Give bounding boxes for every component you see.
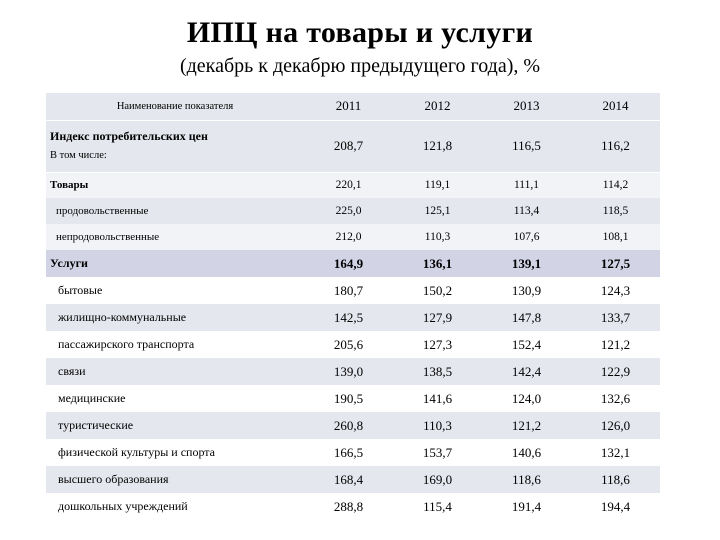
- table-cell: 220,1: [304, 172, 393, 198]
- table-cell: 132,1: [571, 439, 660, 466]
- table-cell: 116,5: [482, 120, 571, 173]
- row-label: непродовольственные: [46, 224, 304, 250]
- header-year-2012: 2012: [393, 93, 482, 121]
- table-cell: 260,8: [304, 412, 393, 439]
- row-label: пассажирского транспорта: [46, 331, 304, 358]
- table-cell: 141,6: [393, 385, 482, 412]
- table-cell: 190,5: [304, 385, 393, 412]
- table-cell: 212,0: [304, 224, 393, 250]
- table-cell: 142,4: [482, 358, 571, 385]
- table-cell: 118,6: [571, 466, 660, 493]
- table-cell: 118,5: [571, 198, 660, 224]
- table-cell: 147,8: [482, 304, 571, 331]
- row-label: туристические: [46, 412, 304, 439]
- table-cell: 142,5: [304, 304, 393, 331]
- table-cell: 180,7: [304, 277, 393, 304]
- row-label: продовольственные: [46, 198, 304, 224]
- row-label: связи: [46, 358, 304, 385]
- table-cell: 118,6: [482, 466, 571, 493]
- table-cell: 111,1: [482, 172, 571, 198]
- table-cell: 194,4: [571, 493, 660, 520]
- cpi-sub-label: В том числе:: [50, 150, 107, 161]
- table-row: непродовольственные 212,0 110,3 107,6 10…: [46, 224, 660, 250]
- table-cell: 126,0: [571, 412, 660, 439]
- table-row: бытовые 180,7 150,2 130,9 124,3: [46, 277, 660, 304]
- table-row: физической культуры и спорта 166,5 153,7…: [46, 439, 660, 466]
- table-cell: 133,7: [571, 304, 660, 331]
- row-label: физической культуры и спорта: [46, 439, 304, 466]
- table-cell: 107,6: [482, 224, 571, 250]
- table-row: Товары 220,1 119,1 111,1 114,2: [46, 172, 660, 198]
- table-row: Услуги 164,9 136,1 139,1 127,5: [46, 250, 660, 277]
- table-cell: 127,9: [393, 304, 482, 331]
- header-year-2011: 2011: [304, 93, 393, 121]
- table-cell: 139,0: [304, 358, 393, 385]
- table-header-row: Наименование показателя 2011 2012 2013 2…: [46, 93, 660, 121]
- table-cell: 225,0: [304, 198, 393, 224]
- table-cell: 125,1: [393, 198, 482, 224]
- row-label: бытовые: [46, 277, 304, 304]
- table-row-cpi: Индекс потребительских цен В том числе: …: [46, 120, 660, 173]
- row-label: жилищно-коммунальные: [46, 304, 304, 331]
- goods-rows: Товары 220,1 119,1 111,1 114,2 продоволь…: [46, 172, 660, 250]
- table-cell: 121,8: [393, 120, 482, 173]
- table-cell: 110,3: [393, 224, 482, 250]
- table-cell: 152,4: [482, 331, 571, 358]
- table-cell: 139,1: [482, 250, 571, 277]
- table-row: жилищно-коммунальные 142,5 127,9 147,8 1…: [46, 304, 660, 331]
- table-cell: 121,2: [482, 412, 571, 439]
- table-cell: 153,7: [393, 439, 482, 466]
- header-year-2013: 2013: [482, 93, 571, 121]
- row-label: медицинские: [46, 385, 304, 412]
- cpi-label: Индекс потребительских цен: [50, 129, 208, 143]
- table-row: связи 139,0 138,5 142,4 122,9: [46, 358, 660, 385]
- cpi-label-cell: Индекс потребительских цен В том числе:: [46, 120, 304, 173]
- table-row: медицинские 190,5 141,6 124,0 132,6: [46, 385, 660, 412]
- row-label: высшего образования: [46, 466, 304, 493]
- table-cell: 208,7: [304, 120, 393, 173]
- table-cell: 164,9: [304, 250, 393, 277]
- table-cell: 132,6: [571, 385, 660, 412]
- services-rows: Услуги 164,9 136,1 139,1 127,5 бытовые 1…: [46, 250, 660, 520]
- table-cell: 169,0: [393, 466, 482, 493]
- table-row: продовольственные 225,0 125,1 113,4 118,…: [46, 198, 660, 224]
- row-label: дошкольных учреждений: [46, 493, 304, 520]
- table-row: туристические 260,8 110,3 121,2 126,0: [46, 412, 660, 439]
- table-cell: 115,4: [393, 493, 482, 520]
- table-cell: 124,0: [482, 385, 571, 412]
- table-cell: 288,8: [304, 493, 393, 520]
- table-row: высшего образования 168,4 169,0 118,6 11…: [46, 466, 660, 493]
- table-cell: 191,4: [482, 493, 571, 520]
- table-cell: 130,9: [482, 277, 571, 304]
- page-title: ИПЦ на товары и услуги: [186, 16, 534, 49]
- cpi-table: Наименование показателя 2011 2012 2013 2…: [46, 93, 660, 520]
- table-cell: 127,5: [571, 250, 660, 277]
- table-row: пассажирского транспорта 205,6 127,3 152…: [46, 331, 660, 358]
- table-cell: 150,2: [393, 277, 482, 304]
- table-cell: 166,5: [304, 439, 393, 466]
- table-cell: 116,2: [571, 120, 660, 173]
- table-cell: 110,3: [393, 412, 482, 439]
- table-cell: 205,6: [304, 331, 393, 358]
- table-cell: 168,4: [304, 466, 393, 493]
- page-subtitle: (декабрь к декабрю предыдущего года), %: [179, 55, 541, 77]
- header-indicator-name: Наименование показателя: [46, 93, 304, 121]
- table-cell: 127,3: [393, 331, 482, 358]
- table-cell: 122,9: [571, 358, 660, 385]
- header-year-2014: 2014: [571, 93, 660, 121]
- table-cell: 136,1: [393, 250, 482, 277]
- table-cell: 121,2: [571, 331, 660, 358]
- table-cell: 140,6: [482, 439, 571, 466]
- row-label: Товары: [46, 172, 304, 198]
- row-label: Услуги: [46, 250, 304, 277]
- table-cell: 124,3: [571, 277, 660, 304]
- table-row: дошкольных учреждений 288,8 115,4 191,4 …: [46, 493, 660, 520]
- table-cell: 113,4: [482, 198, 571, 224]
- table-cell: 119,1: [393, 172, 482, 198]
- table-cell: 114,2: [571, 172, 660, 198]
- table-cell: 108,1: [571, 224, 660, 250]
- table-cell: 138,5: [393, 358, 482, 385]
